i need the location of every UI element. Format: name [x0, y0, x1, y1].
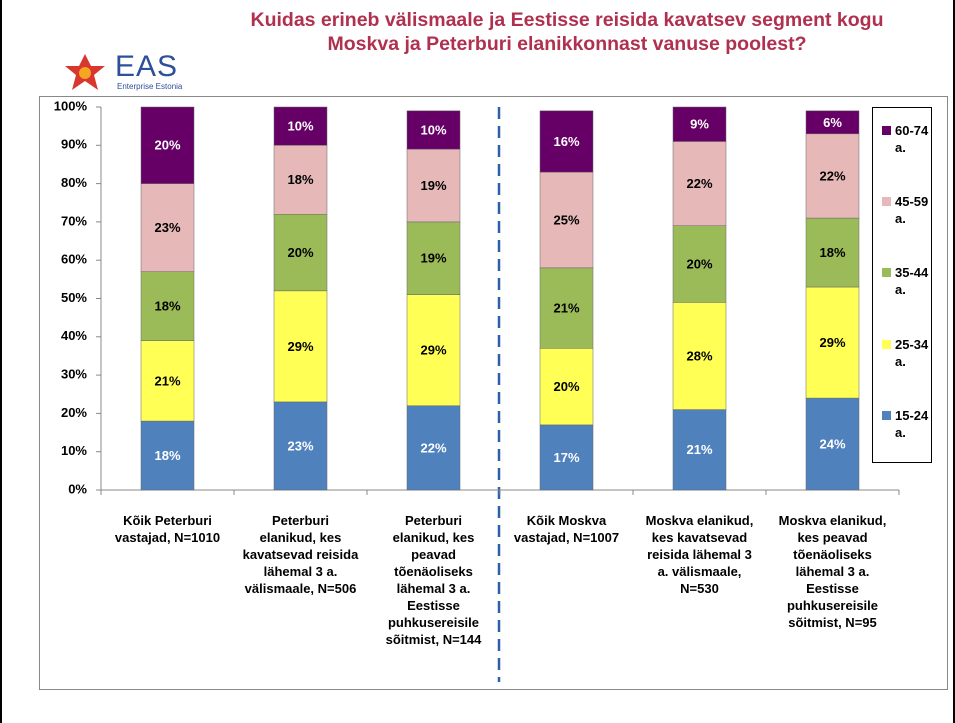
bar-segment	[140, 340, 195, 422]
legend-swatch	[882, 126, 891, 135]
bar-segment	[140, 420, 195, 491]
data-label: 20%	[154, 138, 180, 153]
y-tick-label: 40%	[61, 328, 87, 343]
bar-segment	[273, 145, 328, 215]
y-tick-label: 50%	[61, 290, 87, 305]
logo-text: EAS	[115, 50, 179, 83]
data-label: 16%	[553, 134, 579, 149]
data-label: 22%	[420, 440, 446, 455]
logo-center	[79, 67, 91, 79]
bar-segment	[805, 397, 860, 491]
data-label: 20%	[553, 379, 579, 394]
bar-segment	[406, 294, 461, 406]
y-tick-label: 20%	[61, 405, 87, 420]
bar-segment	[672, 141, 727, 226]
data-label: 22%	[819, 168, 845, 183]
data-label: 18%	[819, 245, 845, 260]
data-label: 21%	[154, 373, 180, 388]
data-label: 24%	[819, 436, 845, 451]
x-tick-label: Peterburi elanikud, kes kavatsevad reisi…	[242, 513, 359, 596]
y-tick-label: 80%	[61, 175, 87, 190]
data-label: 21%	[686, 442, 712, 457]
bar-segment	[406, 405, 461, 491]
bar-segment	[273, 106, 328, 146]
y-tick-label: 70%	[61, 213, 87, 228]
data-label: 23%	[154, 220, 180, 235]
legend-swatch	[882, 339, 891, 349]
y-tick-label: 0%	[68, 481, 87, 496]
legend-label: 60-74 a.	[895, 123, 929, 155]
bar-segment	[539, 348, 594, 426]
x-tick-label: Moskva elanikud, kes kavatsevad reisida …	[645, 513, 754, 596]
data-label: 23%	[287, 438, 313, 453]
data-label: 29%	[819, 335, 845, 350]
legend-swatch	[882, 410, 891, 420]
bar-segment	[273, 290, 328, 403]
y-tick-label: 30%	[61, 367, 87, 382]
x-tick-label: Peterburi elanikud, kes peavad tõenäolis…	[385, 513, 482, 647]
legend-swatch	[882, 268, 891, 278]
bar-segment	[672, 409, 727, 491]
bar-segment	[805, 133, 860, 219]
y-tick-label: 60%	[61, 252, 87, 267]
data-label: 29%	[287, 339, 313, 354]
data-label: 18%	[154, 448, 180, 463]
bar-segment	[805, 286, 860, 399]
data-label: 18%	[287, 172, 313, 187]
legend-label: 45-59 a.	[895, 194, 929, 227]
chart-title: Kuidas erineb välismaale ja Eestisse rei…	[250, 9, 884, 55]
bar-segment	[406, 221, 461, 295]
bar-segment	[273, 213, 328, 292]
bar-segment	[805, 110, 860, 135]
legend-label: 15-24 a.	[895, 407, 929, 440]
bar-segment	[539, 110, 594, 173]
x-tick-label: Kõik Peterburi vastajad, N=1010	[114, 513, 221, 545]
data-label: 22%	[686, 176, 712, 191]
data-label: 17%	[553, 450, 579, 465]
x-tick-label: Kõik Moskva vastajad, N=1007	[513, 513, 620, 545]
data-label: 6%	[823, 115, 842, 130]
data-label: 19%	[420, 178, 446, 193]
data-label: 20%	[686, 256, 712, 271]
y-tick-label: 100%	[54, 98, 88, 113]
bar-segment	[140, 271, 195, 341]
legend: 15-24 a. 25-34 a. 35-44 a. 45-59 a. 60-74 a.	[872, 107, 932, 463]
legend-label: 25-34 a.	[895, 336, 929, 369]
bar-segment	[539, 171, 594, 269]
data-label: 20%	[287, 245, 313, 260]
data-label: 25%	[553, 212, 579, 227]
data-label: 19%	[420, 251, 446, 266]
data-label: 29%	[420, 343, 446, 358]
bar-segment	[140, 106, 195, 184]
data-label: 9%	[690, 117, 709, 132]
bar-segment	[140, 183, 195, 272]
data-label: 18%	[154, 299, 180, 314]
data-label: 10%	[287, 119, 313, 134]
chart-frame	[39, 96, 948, 690]
x-tick-label: Moskva elanikud, kes peavad tõenäoliseks…	[778, 513, 887, 630]
bar-segment	[539, 424, 594, 491]
logo-icon	[65, 54, 105, 90]
legend-label: 35-44 a.	[895, 265, 929, 298]
data-label: 10%	[420, 122, 446, 137]
data-label: 28%	[686, 348, 712, 363]
bar-segment	[672, 106, 727, 142]
bar-segment	[539, 267, 594, 349]
y-tick-label: 10%	[61, 443, 87, 458]
logo-subtitle: Enterprise Estonia	[117, 82, 183, 91]
bar-segment	[406, 148, 461, 223]
bar-segment	[805, 217, 860, 288]
legend-swatch	[882, 197, 891, 207]
bar-segment	[672, 302, 727, 410]
data-label: 21%	[553, 301, 579, 316]
y-tick-label: 90%	[61, 137, 87, 152]
bar-segment	[273, 401, 328, 491]
bar-segment	[406, 110, 461, 150]
